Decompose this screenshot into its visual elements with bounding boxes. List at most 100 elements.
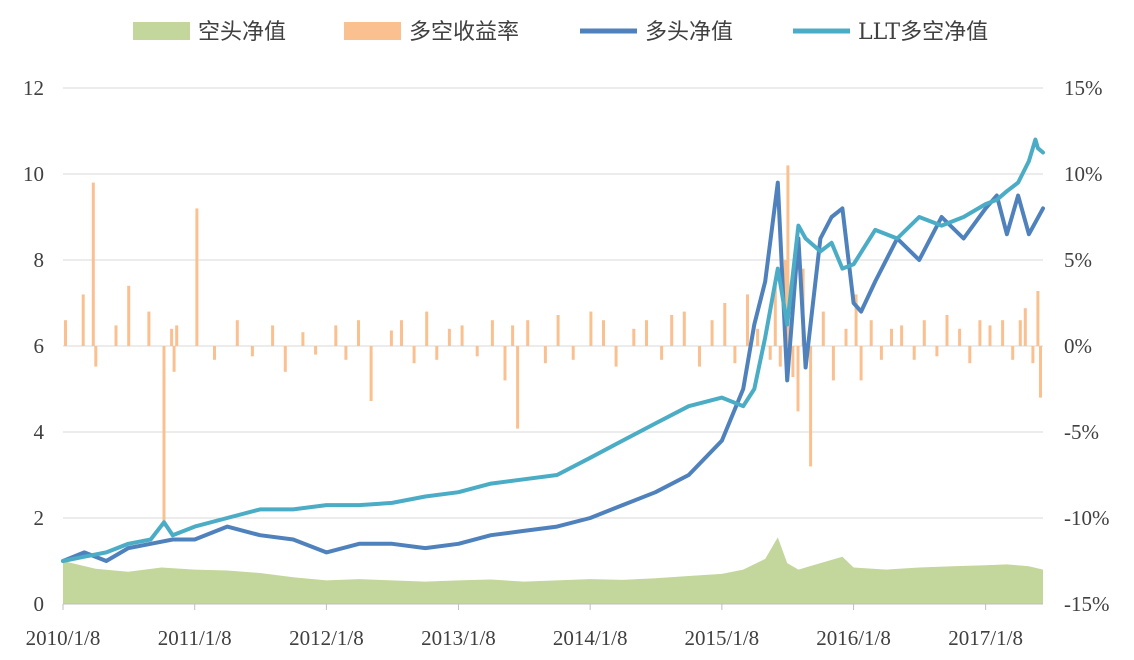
y-right-tick-label: 0%: [1064, 334, 1092, 358]
return-bar: [821, 311, 825, 346]
y-left-tick-label: 2: [34, 506, 45, 530]
return-bar: [632, 328, 636, 346]
return-bar: [922, 320, 926, 346]
return-bar: [670, 315, 674, 346]
y-left-tick-label: 12: [23, 76, 44, 100]
return-bar: [746, 294, 749, 346]
line-series-layer: [61, 137, 1045, 563]
return-bar: [988, 325, 992, 346]
y-right-tick-label: -10%: [1064, 506, 1110, 530]
llt-nav-line: [61, 137, 1045, 563]
return-bar: [945, 315, 949, 346]
return-bar: [733, 346, 737, 364]
return-bar: [235, 320, 239, 346]
return-bar: [1031, 346, 1035, 364]
return-bar: [412, 346, 416, 364]
short-nav-area-layer: [63, 537, 1043, 604]
return-bar: [147, 311, 151, 346]
return-bar: [660, 346, 664, 360]
y-left-tick-label: 0: [34, 592, 45, 616]
return-bar: [172, 346, 176, 372]
x-tick-label: 2011/1/8: [158, 626, 232, 650]
x-tick-label: 2010/1/8: [26, 626, 101, 650]
return-bar: [768, 346, 772, 360]
return-bar: [710, 320, 714, 346]
y-left-tick-label: 6: [34, 334, 45, 358]
return-bar: [912, 346, 916, 360]
return-bar: [1018, 320, 1022, 346]
return-bar: [614, 346, 618, 367]
x-tick-label: 2017/1/8: [948, 626, 1023, 650]
return-bar: [756, 328, 760, 346]
return-bar: [425, 311, 429, 346]
return-bar: [1036, 291, 1040, 346]
return-bar: [435, 346, 439, 360]
legend-label: LLT多空净值: [858, 20, 988, 45]
return-bar: [314, 346, 318, 355]
return-bar: [334, 325, 338, 346]
return-bar: [91, 182, 95, 346]
return-bar: [645, 320, 648, 346]
return-bar: [511, 325, 515, 346]
return-bar: [526, 320, 530, 346]
return-bar: [773, 285, 777, 346]
return-bar: [127, 285, 131, 346]
return-bar: [114, 325, 118, 346]
return-bar: [175, 325, 179, 346]
return-bar: [213, 346, 216, 360]
return-bar: [844, 328, 848, 346]
return-bar: [460, 325, 464, 346]
y-right-tick-label: 15%: [1064, 76, 1103, 100]
return-bar: [389, 330, 393, 346]
return-bar: [778, 346, 782, 367]
return-bar: [791, 346, 795, 377]
return-bar: [723, 303, 727, 346]
y-right-tick-label: -5%: [1064, 420, 1099, 444]
y-left-tick-label: 10: [23, 162, 44, 186]
return-bar: [447, 328, 451, 346]
return-bar: [571, 346, 575, 360]
return-bar: [271, 325, 275, 346]
x-tick-label: 2013/1/8: [421, 626, 496, 650]
legend-label: 多空收益率: [409, 20, 519, 45]
return-bar: [357, 320, 360, 346]
return-bar: [1039, 346, 1042, 398]
legend-swatch: [133, 22, 190, 40]
gridlines: [63, 87, 1043, 519]
return-bar: [809, 346, 813, 467]
return-bar: [786, 165, 790, 346]
y-left-tick-label: 8: [34, 248, 45, 272]
return-bar: [831, 346, 835, 381]
return-bar: [698, 346, 701, 367]
y-left-tick-label: 4: [34, 420, 45, 444]
return-bar: [682, 311, 686, 346]
return-bar: [589, 311, 593, 346]
x-tick-label: 2012/1/8: [289, 626, 364, 650]
return-bar: [195, 208, 199, 346]
return-bar: [344, 346, 348, 360]
return-bar: [890, 328, 893, 346]
return-bar: [94, 346, 98, 367]
return-bar: [859, 346, 863, 381]
y-right-tick-label: -15%: [1064, 592, 1110, 616]
return-bar: [602, 320, 605, 346]
return-bar: [958, 328, 962, 346]
return-bar: [490, 320, 494, 346]
return-bar: [935, 346, 939, 357]
return-bar: [81, 294, 85, 346]
return-bar: [475, 346, 479, 357]
return-bar: [543, 346, 547, 364]
return-bar: [796, 346, 800, 412]
x-tick-label: 2015/1/8: [685, 626, 760, 650]
legend-label: 多头净值: [645, 20, 733, 45]
x-tick-label: 2014/1/8: [553, 626, 628, 650]
axes: 0 2 4 6 8 10 12 -15% -10% -5% 0% 5% 10% 15% 2010/1/8 20…: [23, 76, 1110, 650]
return-bar: [369, 346, 373, 401]
return-bar: [400, 320, 403, 346]
return-bar: [503, 346, 507, 381]
return-bar: [556, 315, 560, 346]
return-bar: [978, 320, 982, 346]
legend-swatch: [344, 22, 401, 40]
return-bar: [1023, 308, 1027, 346]
